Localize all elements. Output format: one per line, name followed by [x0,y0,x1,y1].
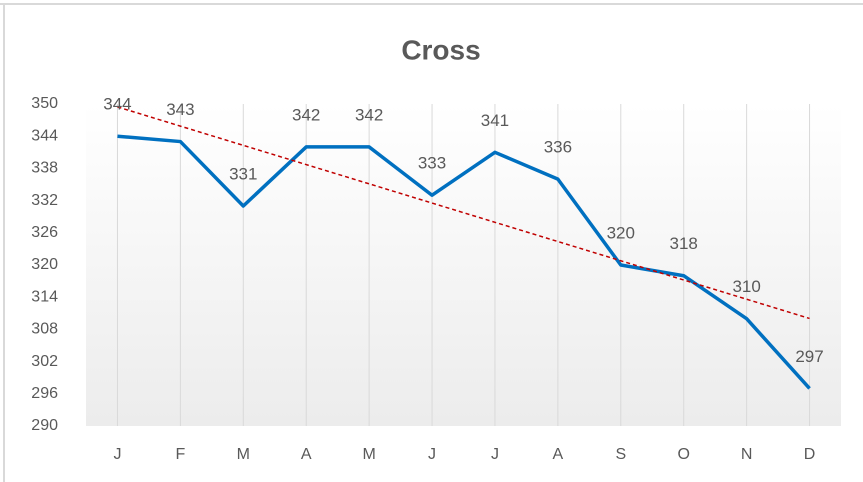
data-label: 297 [795,347,823,366]
x-tick-label: S [615,446,626,463]
x-tick-label: J [113,446,121,463]
data-label: 318 [670,234,698,253]
data-label: 343 [166,100,194,119]
data-label: 333 [418,154,446,173]
chart-title: Cross [401,34,480,65]
data-label: 344 [103,95,131,114]
y-tick-label: 326 [31,224,58,241]
y-tick-label: 308 [31,321,58,338]
data-label: 341 [481,111,509,130]
x-tick-label: M [237,446,250,463]
y-tick-label: 314 [31,288,58,305]
data-label: 310 [732,277,760,296]
plot-area [86,104,841,426]
y-tick-label: 338 [31,160,58,177]
data-label: 336 [544,138,572,157]
data-label: 320 [607,223,635,242]
x-tick-label: F [175,446,185,463]
x-tick-label: M [362,446,375,463]
trendline [117,106,810,320]
data-label: 342 [355,105,383,124]
x-tick-label: O [677,446,689,463]
data-label: 342 [292,105,320,124]
x-tick-label: N [741,446,753,463]
x-tick-label: J [428,446,436,463]
x-tick-label: D [804,446,816,463]
y-tick-label: 320 [31,256,58,273]
y-tick-label: 302 [31,353,58,370]
y-tick-label: 344 [31,127,58,144]
data-label: 331 [229,164,257,183]
x-tick-label: J [491,446,499,463]
x-tick-label: A [301,446,312,463]
y-tick-label: 350 [31,95,58,112]
x-tick-label: A [553,446,564,463]
y-tick-label: 296 [31,385,58,402]
y-tick-label: 290 [31,417,58,434]
y-tick-label: 332 [31,192,58,209]
